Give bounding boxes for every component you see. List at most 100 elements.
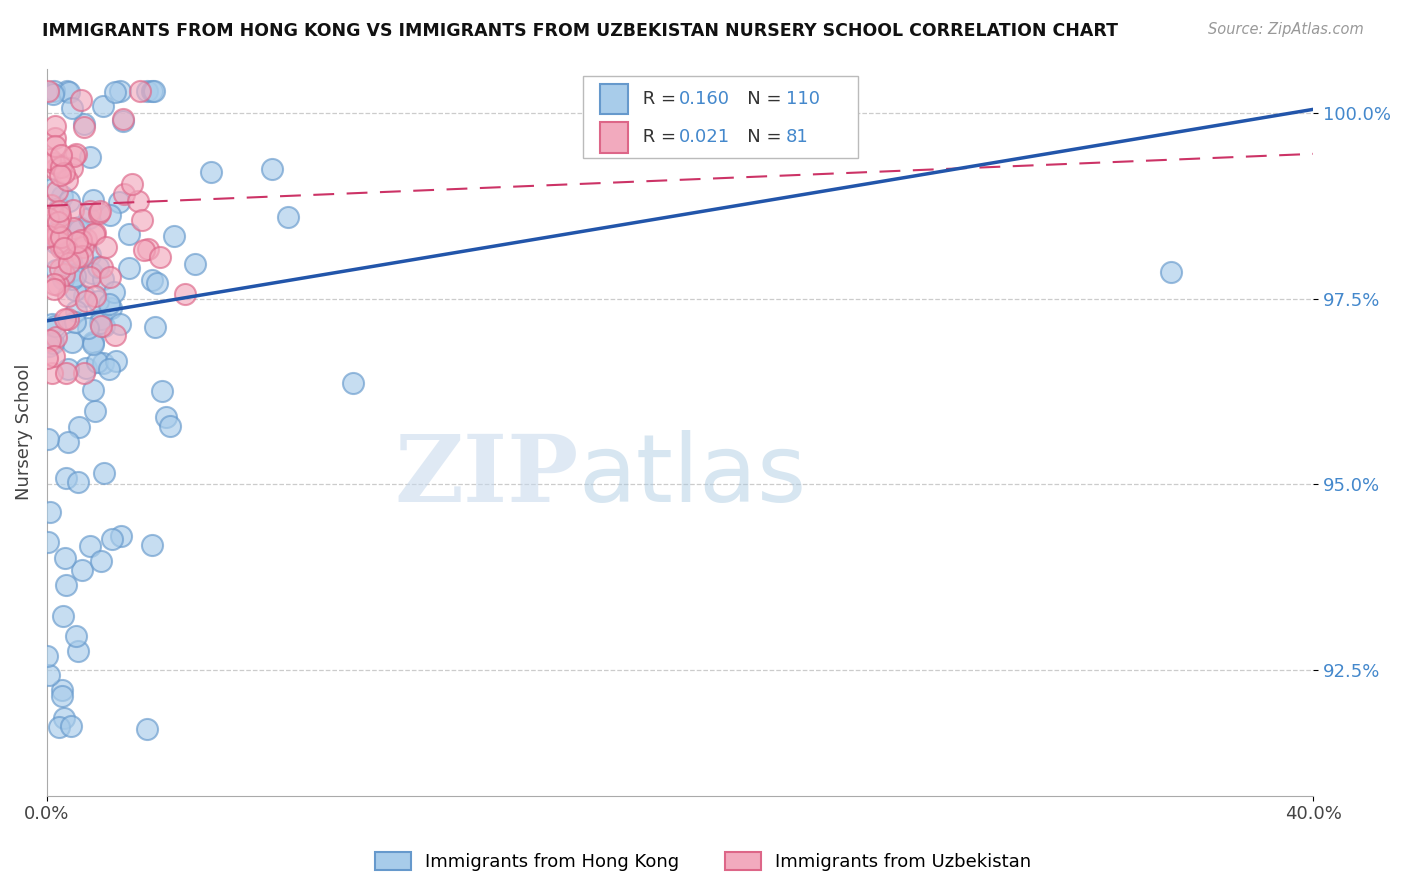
Point (58, 289, 80, 303)
Point (41, 182, 63, 196)
Point (44, 138, 66, 153)
Point (136, 242, 159, 256)
Point (59, 719, 82, 733)
Point (51, 229, 73, 244)
Point (90, 260, 112, 274)
Point (79, 204, 101, 219)
Point (111, 112, 134, 126)
Point (79, 269, 101, 284)
Point (41, 366, 63, 380)
Point (53, 267, 76, 281)
Point (112, 187, 135, 202)
Point (52, 271, 75, 285)
Point (42, 84, 65, 98)
Point (46, 277, 69, 292)
Point (58, 256, 80, 270)
Point (83, 226, 105, 240)
Point (46, 184, 69, 198)
Point (79, 150, 101, 164)
Point (37, 211, 59, 226)
Point (159, 419, 181, 434)
Point (66, 235, 89, 249)
Point (48, 204, 70, 219)
Point (89, 206, 111, 220)
Point (51, 238, 73, 252)
Point (93, 318, 115, 333)
Point (260, 162, 283, 177)
Point (44, 119, 66, 133)
Text: R =: R = (637, 128, 682, 146)
Point (60, 335, 83, 350)
Point (44, 131, 66, 145)
Point (55, 312, 77, 326)
Point (118, 227, 141, 241)
Point (77, 211, 100, 225)
Point (55, 84, 77, 98)
Point (60, 161, 83, 176)
Point (44, 319, 66, 334)
Point (142, 84, 165, 98)
Point (35, 351, 58, 366)
Point (45, 263, 67, 277)
Point (112, 114, 135, 128)
Point (38, 339, 60, 353)
Point (87, 293, 110, 308)
Point (91, 356, 114, 370)
Point (141, 538, 163, 552)
Point (63, 315, 86, 329)
Point (59, 254, 82, 268)
Point (67, 219, 90, 234)
Point (72, 563, 94, 577)
Point (56, 361, 79, 376)
Point (58, 194, 80, 209)
Y-axis label: Nursery School: Nursery School (15, 364, 32, 500)
Point (82, 193, 104, 207)
Point (49, 160, 72, 174)
Legend: Immigrants from Hong Kong, Immigrants from Uzbekistan: Immigrants from Hong Kong, Immigrants fr… (367, 845, 1039, 879)
Text: IMMIGRANTS FROM HONG KONG VS IMMIGRANTS FROM UZBEKISTAN NURSERY SCHOOL CORRELATI: IMMIGRANTS FROM HONG KONG VS IMMIGRANTS … (42, 22, 1118, 40)
Point (83, 227, 105, 242)
Point (53, 551, 76, 566)
Point (44, 229, 66, 244)
Point (55, 471, 77, 485)
Point (55, 366, 77, 380)
Point (38, 152, 60, 166)
Text: 81: 81 (786, 128, 808, 146)
Point (42, 350, 65, 364)
Point (135, 84, 157, 98)
Point (89, 204, 111, 219)
Point (65, 304, 87, 318)
Point (134, 243, 156, 257)
Point (66, 475, 89, 490)
Point (42, 227, 65, 242)
Point (46, 223, 69, 237)
Point (45, 236, 67, 251)
Point (41, 317, 63, 331)
Point (104, 327, 127, 342)
Point (39, 506, 62, 520)
Point (89, 316, 111, 330)
Point (53, 166, 76, 180)
Point (73, 117, 96, 131)
Point (105, 354, 128, 368)
Point (66, 644, 89, 658)
Point (108, 194, 131, 209)
Point (75, 231, 97, 245)
Point (49, 261, 72, 276)
Point (141, 273, 163, 287)
Point (51, 241, 73, 255)
Point (44, 162, 66, 177)
Point (65, 629, 87, 643)
Point (46, 215, 69, 229)
Point (48, 168, 70, 182)
Point (44, 282, 66, 296)
Point (103, 285, 125, 300)
Point (79, 248, 101, 262)
Point (183, 256, 205, 270)
Point (110, 529, 132, 543)
Point (49, 148, 72, 162)
Point (82, 335, 104, 350)
Text: ZIP: ZIP (395, 431, 579, 521)
Point (60, 101, 83, 115)
Point (55, 578, 77, 592)
